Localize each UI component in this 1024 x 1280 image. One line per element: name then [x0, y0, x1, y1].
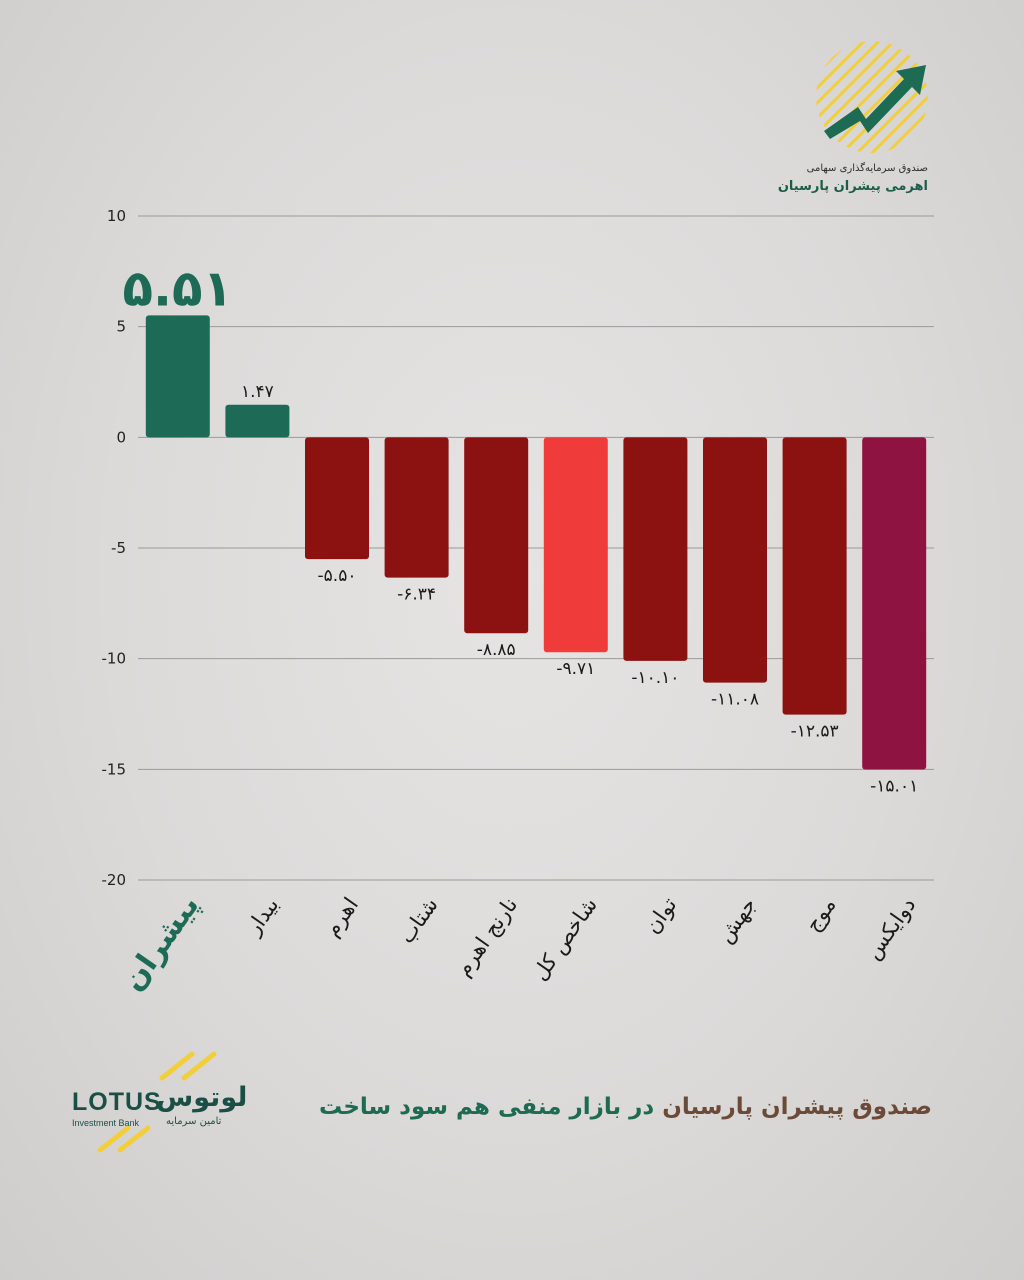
x-tick-label: جهش	[713, 893, 761, 947]
fund-caption-line1: صندوق سرمایه‌گذاری سهامی	[806, 163, 928, 174]
bar	[384, 437, 449, 578]
x-tick-label: اهرم	[320, 893, 363, 941]
y-tick-label: -5	[111, 539, 126, 557]
data-label: -۱۱.۰۸	[711, 690, 759, 710]
data-label: -۹.۷۱	[556, 659, 595, 679]
x-tick-label: توان	[640, 893, 682, 938]
footer-title: صندوق پیشران پارسیان در بازار منفی هم سو…	[319, 1094, 932, 1120]
footer-title-part1: صندوق پیشران پارسیان	[662, 1094, 932, 1120]
fund-logo: صندوق سرمایه‌گذاری سهامی اهرمی پیشران پا…	[778, 35, 940, 200]
bar	[464, 437, 529, 634]
bar	[145, 315, 210, 438]
lotus-subtitle-en: Investment Bank	[72, 1118, 140, 1128]
bar	[225, 404, 290, 438]
bar	[782, 437, 847, 715]
data-label: -۸.۸۵	[477, 640, 516, 660]
x-tick-label: دوایکس	[861, 893, 921, 964]
y-tick-label: 0	[116, 428, 126, 446]
bar	[703, 437, 767, 683]
data-label: -۱۰.۱۰	[631, 668, 679, 688]
lotus-subtitle-fa: تامین سرمایه	[166, 1116, 222, 1127]
bar	[305, 437, 369, 560]
data-label: -۱۲.۵۳	[791, 722, 839, 742]
y-tick-label: -15	[102, 760, 127, 778]
data-label: ۱.۴۷	[241, 382, 274, 402]
lotus-latin-name: LOTUS	[72, 1088, 162, 1116]
x-tick-label: بیدار	[241, 893, 284, 940]
y-tick-label: 10	[107, 207, 126, 225]
fund-caption-line2: اهرمی پیشران پارسیان	[777, 179, 928, 194]
x-tick-label: پیشران	[115, 889, 206, 998]
lotus-stripes-icon	[97, 1051, 217, 1153]
data-label: ۵.۵۱	[123, 259, 234, 317]
lotus-persian-name: لوتوس	[156, 1082, 248, 1113]
data-label: -۶.۳۴	[397, 585, 436, 605]
lotus-logo: LOTUS لوتوس Investment Bank تامین سرمایه	[66, 1048, 266, 1158]
bar	[543, 437, 608, 653]
bar	[623, 437, 688, 661]
y-tick-label: 5	[116, 318, 126, 336]
x-tick-label: موج	[801, 893, 842, 937]
x-tick-label: شتاب	[394, 893, 442, 948]
x-tick-label: شاخص کل	[528, 893, 602, 985]
y-tick-label: -10	[102, 650, 127, 668]
data-label: -۱۵.۰۱	[870, 777, 918, 797]
y-tick-label: -20	[102, 871, 127, 889]
bar	[862, 437, 927, 770]
data-label: -۵.۵۰	[318, 566, 357, 586]
footer-title-part2: در بازار منفی هم سود ساخت	[318, 1094, 655, 1120]
x-tick-label: نارنج اهرم	[451, 893, 522, 980]
fund-logo-emblem-icon	[816, 41, 928, 153]
